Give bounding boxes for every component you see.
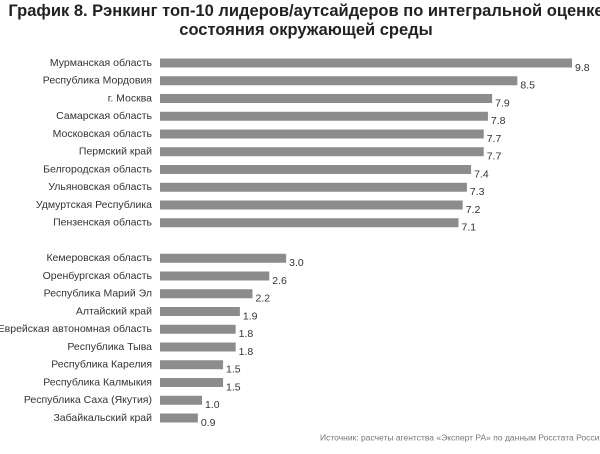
bar xyxy=(160,111,488,121)
y-tick-label: Ульяновская область xyxy=(48,181,152,193)
y-tick-label: Алтайский край xyxy=(76,305,152,317)
data-label: 7.2 xyxy=(466,204,481,216)
data-label: 8.5 xyxy=(520,80,535,92)
data-label: 0.9 xyxy=(201,417,216,429)
bar xyxy=(160,360,224,370)
y-tick-label: Белгородская область xyxy=(43,163,152,175)
bar xyxy=(160,395,203,405)
y-tick-label: Московская область xyxy=(53,128,153,140)
bar xyxy=(160,342,236,352)
bar xyxy=(160,378,224,387)
bar xyxy=(160,289,253,299)
bar xyxy=(160,200,463,210)
bar xyxy=(160,307,240,316)
bar xyxy=(160,271,270,281)
y-tick-label: Республика Марий Эл xyxy=(44,288,152,300)
y-tick-label: Республика Калмыкия xyxy=(43,376,152,388)
y-tick-label: Республика Карелия xyxy=(51,359,152,371)
bar xyxy=(160,76,518,86)
y-tick-label: г. Москва xyxy=(108,92,152,104)
data-label: 2.2 xyxy=(255,293,270,305)
bar xyxy=(160,129,484,139)
bar xyxy=(160,165,472,174)
data-label: 7.3 xyxy=(470,186,485,198)
data-label: 9.8 xyxy=(575,62,590,74)
data-label: 7.7 xyxy=(487,133,502,145)
data-label: 7.1 xyxy=(461,222,476,234)
y-tick-label: Удмуртская Республика xyxy=(36,199,152,211)
bar xyxy=(160,324,236,334)
y-tick-label: Кемеровская область xyxy=(46,252,152,264)
data-label: 7.7 xyxy=(487,151,502,163)
data-label: 1.8 xyxy=(239,346,254,358)
y-tick-label: Республика Тыва xyxy=(67,341,152,353)
bar xyxy=(160,94,493,103)
y-tick-label: Республика Саха (Якутия) xyxy=(24,394,152,406)
data-label: 1.5 xyxy=(226,381,241,393)
source-note: Источник: расчеты агентства «Эксперт РА»… xyxy=(320,432,600,442)
y-tick-label: Самарская область xyxy=(56,110,152,122)
y-tick-label: Еврейская автономная область xyxy=(0,323,153,335)
y-tick-label: Забайкальский край xyxy=(53,412,152,424)
data-label: 1.5 xyxy=(226,364,241,376)
bar xyxy=(160,58,572,68)
y-tick-label: Пензенская область xyxy=(53,217,152,229)
bar xyxy=(160,413,198,423)
y-tick-label: Оренбургская область xyxy=(43,270,153,282)
bar xyxy=(160,147,484,157)
data-label: 7.4 xyxy=(474,168,489,180)
bar xyxy=(160,218,459,228)
bar xyxy=(160,253,287,263)
bar xyxy=(160,182,467,192)
data-label: 7.8 xyxy=(491,115,506,127)
y-tick-label: Республика Мордовия xyxy=(43,75,152,87)
chart-title: График 8. Рэнкинг топ-10 лидеров/аутсайд… xyxy=(8,2,600,39)
data-label: 3.0 xyxy=(289,257,304,269)
data-label: 1.9 xyxy=(243,310,258,322)
data-label: 2.6 xyxy=(272,275,287,287)
y-tick-label: Пермский край xyxy=(79,146,152,158)
data-label: 7.9 xyxy=(495,97,510,109)
data-label: 1.8 xyxy=(239,328,254,340)
data-label: 1.0 xyxy=(205,399,220,411)
y-tick-label: Мурманская область xyxy=(50,57,153,69)
